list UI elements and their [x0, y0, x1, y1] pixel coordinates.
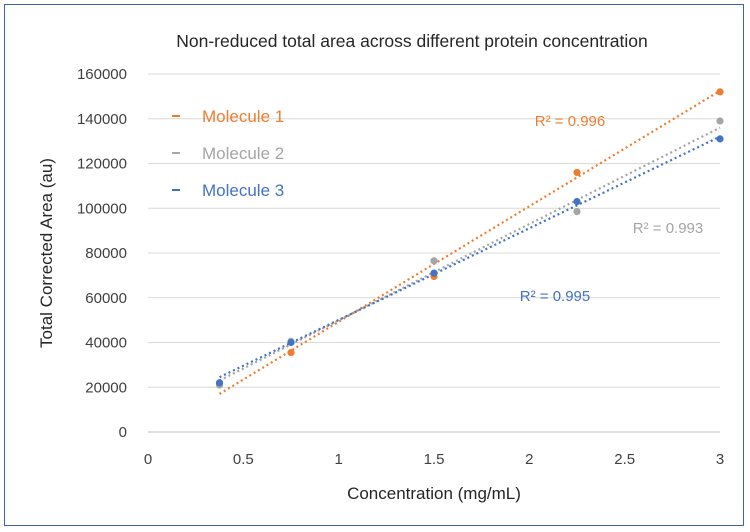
r2-label-molecule-1: R² = 0.996	[535, 113, 605, 130]
x-tick-2.5: 2.5	[614, 451, 635, 468]
point-molecule-3-2	[430, 269, 438, 277]
x-tick-1: 1	[334, 451, 342, 468]
point-molecule-3-3	[573, 197, 581, 206]
legend-label-molecule-3: Molecule 3	[202, 181, 284, 200]
y-tick-20000: 20000	[85, 379, 127, 396]
point-molecule-3-1	[287, 338, 295, 347]
x-tick-labels: 0 0.5 1 1.5 2 2.5 3	[144, 451, 724, 468]
trendline-molecule-1	[218, 89, 721, 395]
point-molecule-2-2	[430, 257, 438, 265]
r2-label-molecule-3: R² = 0.995	[520, 288, 590, 305]
y-tick-40000: 40000	[85, 335, 127, 352]
trendlines	[218, 89, 721, 395]
point-molecule-3-0	[215, 379, 224, 387]
x-axis-label: Concentration (mg/mL)	[347, 484, 521, 503]
y-tick-140000: 140000	[77, 111, 127, 128]
point-molecule-1-1	[287, 348, 295, 357]
trendline-molecule-2	[219, 126, 721, 382]
x-tick-0.5: 0.5	[233, 451, 254, 468]
point-molecule-3-4	[716, 135, 724, 143]
gridlines	[148, 73, 720, 388]
point-molecule-1-3	[573, 168, 581, 177]
y-tick-labels: 0 20000 40000 60000 80000 100000 120000 140000 1…	[77, 66, 127, 441]
r-squared-labels: R² = 0.996 R² = 0.993 R² = 0.995	[520, 113, 703, 305]
legend-label-molecule-1: Molecule 1	[202, 107, 284, 126]
y-tick-100000: 100000	[77, 200, 127, 217]
y-tick-0: 0	[119, 424, 127, 441]
y-axis-label: Total Corrected Area (au)	[37, 158, 56, 348]
x-tick-3: 3	[716, 451, 724, 468]
data-points	[215, 88, 724, 389]
chart-title: Non-reduced total area across different …	[176, 31, 647, 51]
x-tick-2: 2	[525, 451, 533, 468]
y-tick-120000: 120000	[77, 156, 127, 173]
y-tick-160000: 160000	[77, 66, 127, 83]
point-molecule-2-3	[573, 208, 581, 216]
point-molecule-1-4	[716, 88, 724, 96]
x-tick-1.5: 1.5	[424, 451, 445, 468]
y-tick-60000: 60000	[85, 290, 127, 307]
legend: Molecule 1 Molecule 2 Molecule 3	[172, 107, 284, 200]
y-tick-80000: 80000	[85, 245, 127, 262]
chart-frame	[4, 4, 744, 526]
x-tick-0: 0	[144, 451, 152, 468]
legend-label-molecule-2: Molecule 2	[202, 144, 284, 163]
r2-label-molecule-2: R² = 0.993	[633, 220, 703, 237]
point-molecule-2-4	[716, 117, 724, 125]
